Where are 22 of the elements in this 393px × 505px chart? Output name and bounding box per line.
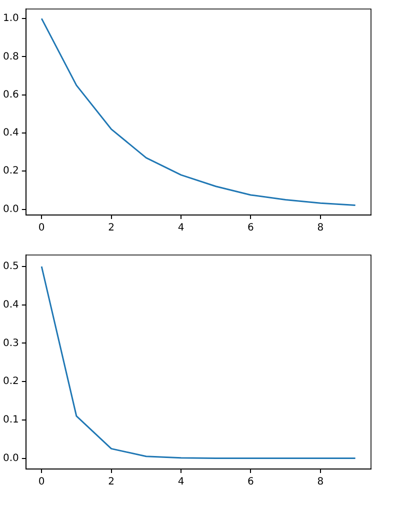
y-tick-label: 0.5 xyxy=(2,261,19,272)
x-tick-label: 6 xyxy=(248,222,254,234)
y-tick-label: 0.0 xyxy=(2,204,19,215)
x-tick-label: 0 xyxy=(38,222,45,234)
y-tick-label: 0.1 xyxy=(2,414,19,426)
y-tick-label: 0.4 xyxy=(2,299,19,310)
y-tick-label: 0.0 xyxy=(2,452,19,464)
y-tick-label: 0.6 xyxy=(2,89,19,100)
y-tick-label: 0.4 xyxy=(2,128,19,139)
y-tick-label: 1.0 xyxy=(2,13,19,24)
x-tick-label: 2 xyxy=(108,476,114,488)
y-tick-label: 0.2 xyxy=(2,166,19,177)
x-tick-label: 6 xyxy=(248,476,254,488)
x-tick-label: 8 xyxy=(317,476,324,488)
x-tick-label: 4 xyxy=(178,476,184,488)
x-tick-label: 2 xyxy=(108,222,114,234)
y-tick-label: 0.8 xyxy=(2,51,19,62)
x-tick-label: 4 xyxy=(178,222,184,234)
x-tick-label: 8 xyxy=(317,222,324,234)
x-tick-label: 0 xyxy=(38,476,45,488)
y-tick-label: 0.2 xyxy=(2,376,19,388)
y-tick-label: 0.3 xyxy=(2,338,19,349)
